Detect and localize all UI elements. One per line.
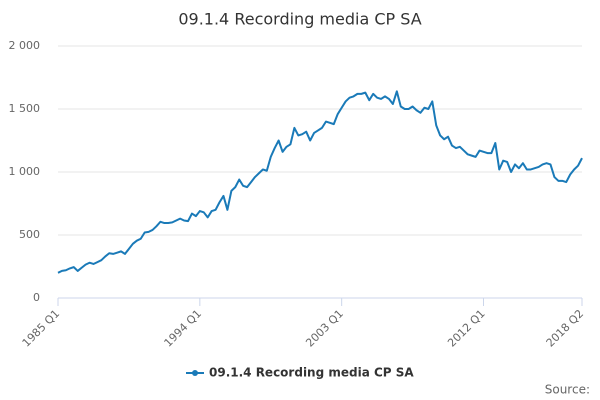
- x-tick-label: 2003 Q1: [303, 307, 346, 350]
- y-tick-label: 2 000: [9, 39, 41, 52]
- y-tick-label: 500: [19, 228, 40, 241]
- source: Source:: [545, 383, 590, 397]
- chart-title: 09.1.4 Recording media CP SA: [178, 10, 421, 29]
- x-tick-label: 1994 Q1: [162, 307, 205, 350]
- x-tick-label: 2018 Q2: [544, 307, 587, 350]
- x-tick-label: 2012 Q1: [445, 307, 488, 350]
- y-tick-label: 0: [33, 291, 40, 304]
- series-line: [57, 90, 583, 274]
- x-tick-label: 1985 Q1: [20, 307, 63, 350]
- legend-label: 09.1.4 Recording media CP SA: [209, 366, 414, 380]
- y-tick-label: 1 000: [9, 165, 41, 178]
- legend-marker: [192, 370, 198, 376]
- y-tick-label: 1 500: [9, 102, 41, 115]
